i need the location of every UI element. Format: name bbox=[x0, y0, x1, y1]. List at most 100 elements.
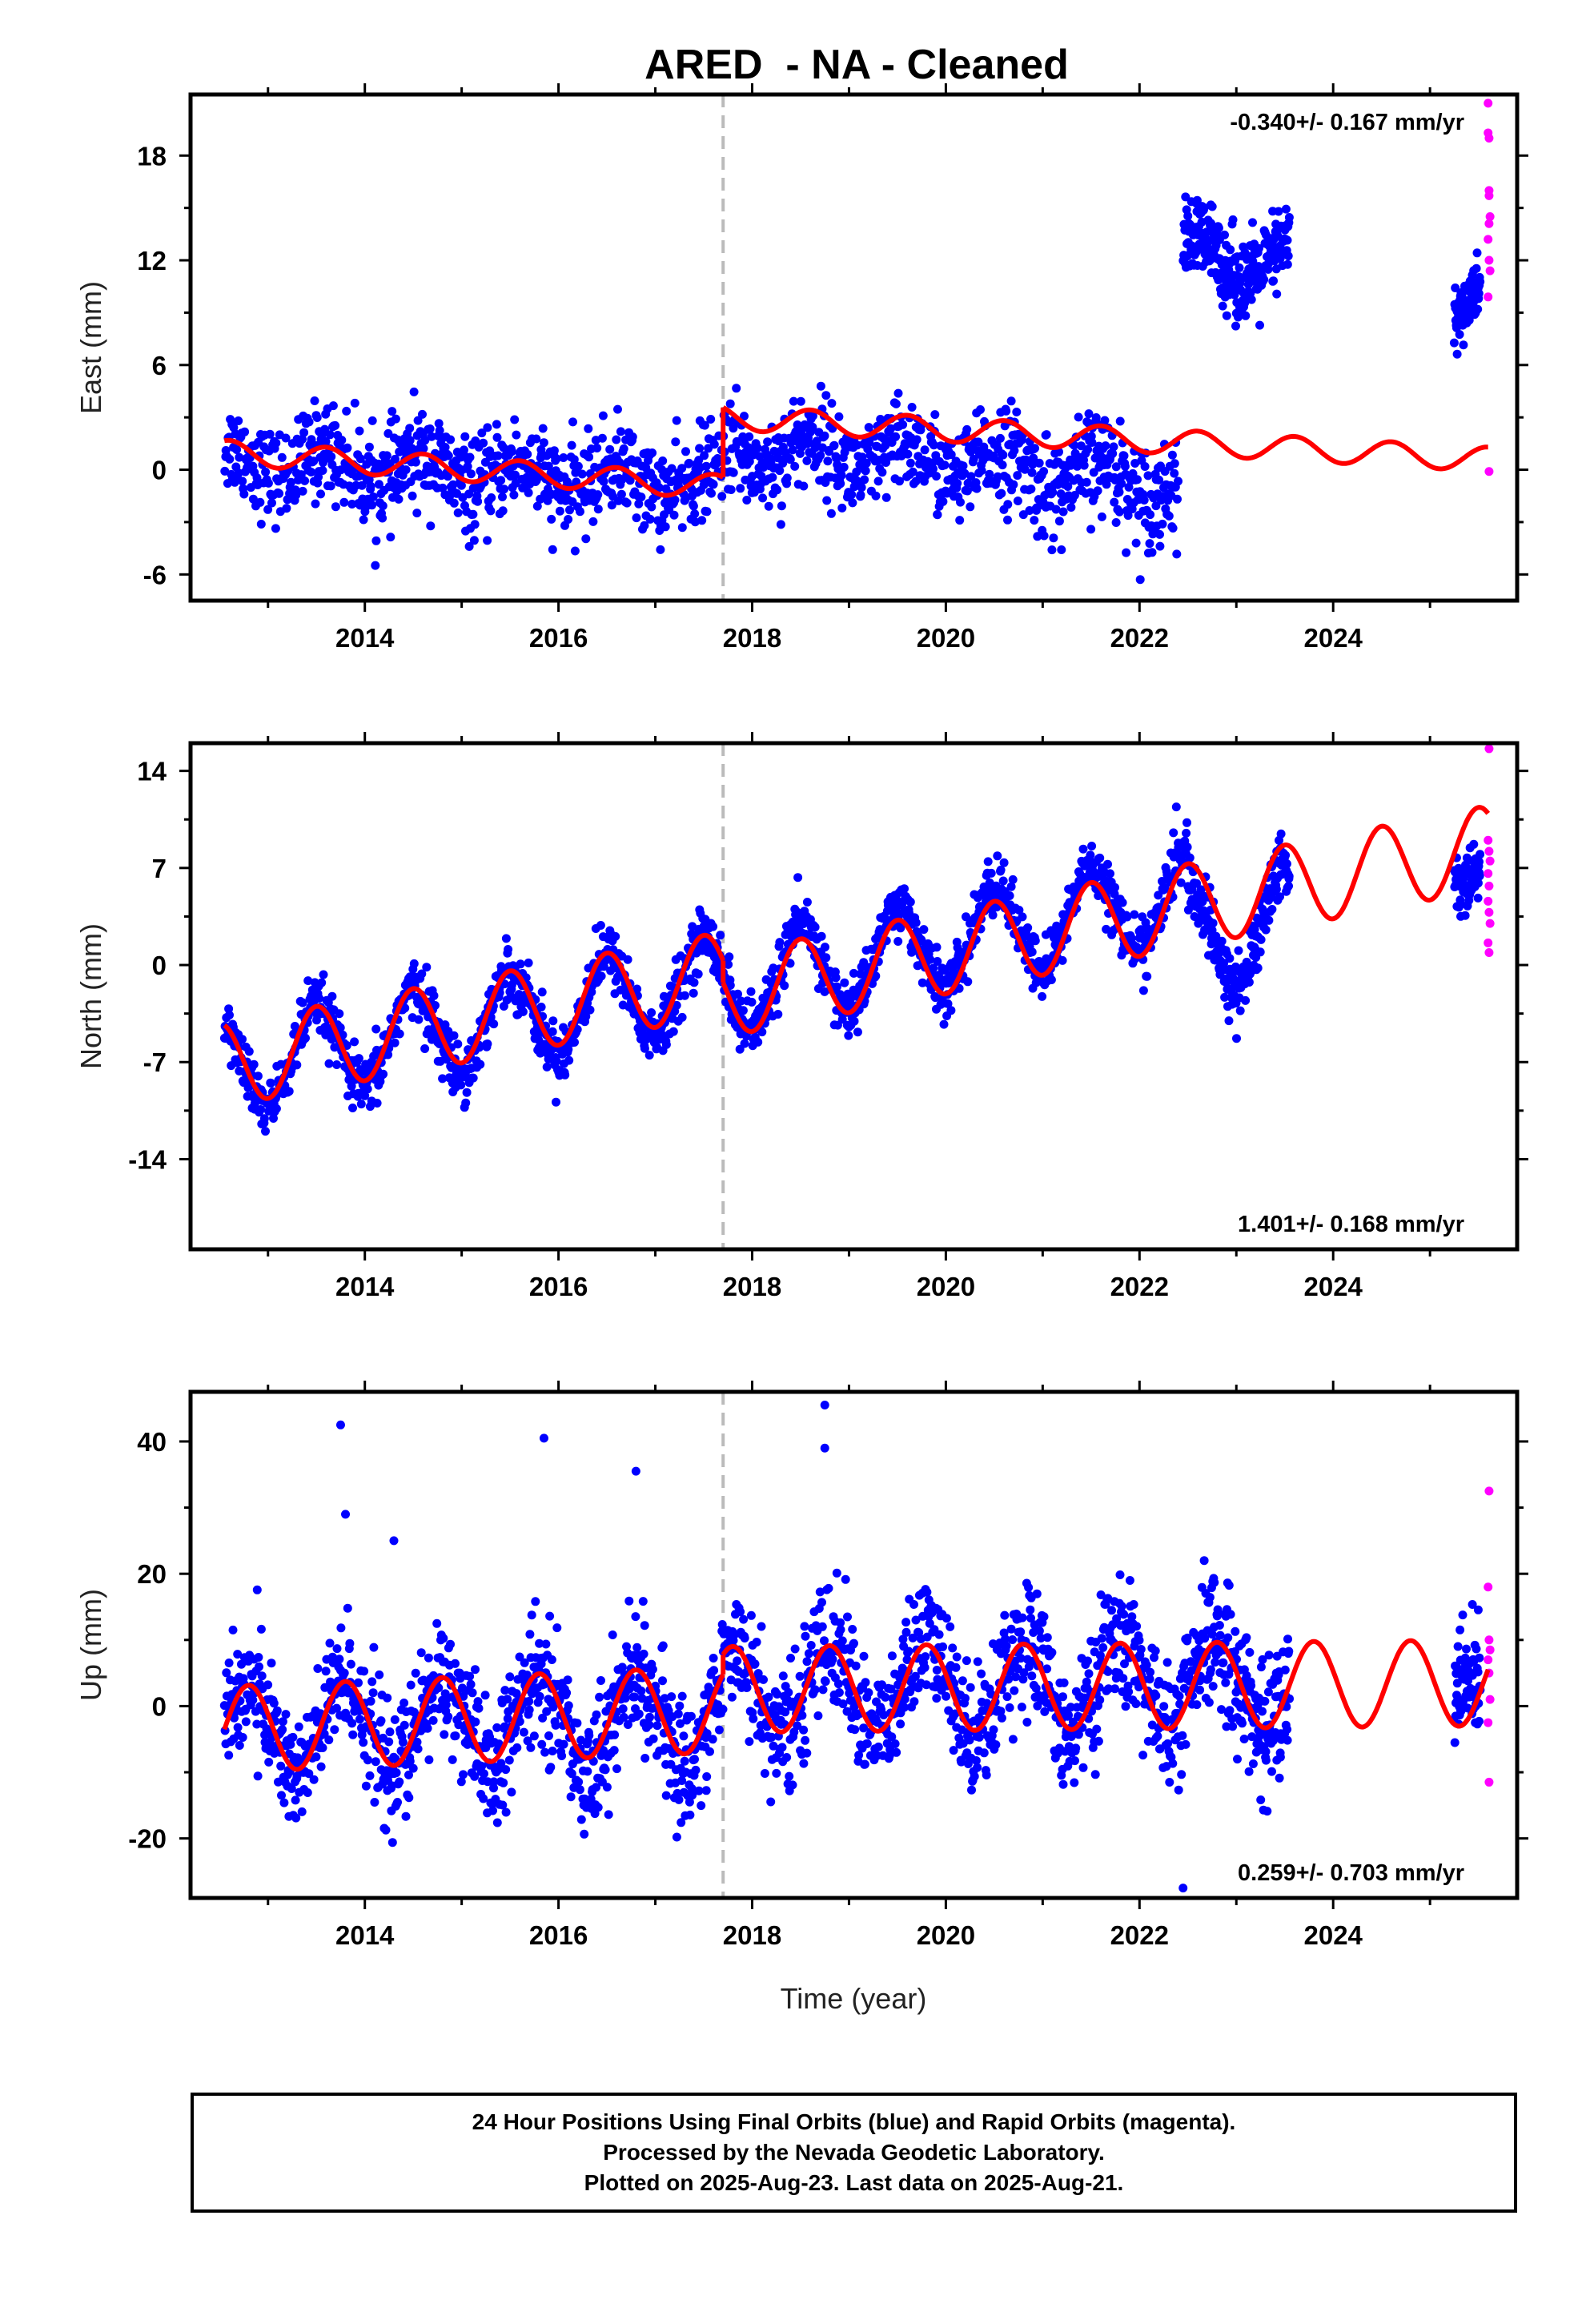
final-point bbox=[634, 1709, 644, 1719]
final-point bbox=[328, 401, 338, 411]
final-point bbox=[512, 1743, 522, 1752]
final-point bbox=[1164, 511, 1174, 521]
model-fit-line bbox=[721, 405, 1490, 472]
final-point bbox=[1256, 935, 1266, 944]
final-point bbox=[1253, 963, 1263, 973]
final-point bbox=[1474, 289, 1484, 298]
rapid-point bbox=[1485, 266, 1495, 275]
final-point bbox=[808, 411, 817, 420]
final-point bbox=[640, 1754, 650, 1763]
final-point bbox=[576, 1815, 586, 1824]
final-point bbox=[367, 416, 377, 425]
plot-area bbox=[219, 743, 1495, 1249]
final-point bbox=[638, 1597, 648, 1606]
rapid-point bbox=[1484, 896, 1493, 906]
final-point bbox=[1094, 891, 1103, 900]
final-point bbox=[336, 1623, 346, 1633]
final-point bbox=[552, 1056, 561, 1066]
final-point bbox=[718, 1704, 728, 1714]
final-point bbox=[593, 1803, 603, 1812]
final-point bbox=[596, 971, 606, 981]
final-point bbox=[677, 464, 687, 473]
final-point bbox=[500, 485, 509, 494]
final-point bbox=[1114, 488, 1124, 497]
final-point bbox=[266, 1079, 275, 1088]
final-point bbox=[861, 466, 870, 476]
final-point bbox=[1131, 538, 1141, 548]
final-point bbox=[1145, 539, 1154, 549]
final-point bbox=[385, 1727, 395, 1737]
final-point bbox=[1009, 480, 1018, 489]
final-point bbox=[598, 411, 608, 420]
final-point bbox=[736, 1607, 745, 1617]
final-point bbox=[414, 1015, 424, 1024]
final-point bbox=[709, 1666, 719, 1675]
final-point bbox=[493, 451, 503, 460]
final-point bbox=[739, 1614, 749, 1624]
final-point bbox=[1272, 289, 1282, 299]
final-point bbox=[1264, 915, 1274, 925]
final-point bbox=[536, 1003, 546, 1011]
final-point bbox=[524, 1697, 534, 1706]
final-point bbox=[350, 1037, 359, 1047]
final-point bbox=[371, 561, 380, 570]
final-point bbox=[468, 1073, 478, 1083]
x-tick-label: 2020 bbox=[917, 1272, 975, 1301]
final-point bbox=[1058, 507, 1068, 517]
final-point bbox=[244, 1047, 254, 1056]
final-point bbox=[881, 493, 891, 502]
final-point bbox=[905, 897, 915, 907]
final-point bbox=[279, 1798, 289, 1807]
final-point bbox=[753, 1037, 763, 1047]
final-point bbox=[647, 1008, 656, 1017]
final-point bbox=[738, 1006, 748, 1015]
final-point bbox=[1449, 338, 1459, 348]
final-point bbox=[1111, 462, 1121, 472]
final-point bbox=[1281, 204, 1291, 214]
final-point bbox=[471, 1717, 480, 1727]
final-point bbox=[680, 1756, 689, 1766]
final-point bbox=[681, 447, 690, 456]
final-point bbox=[363, 1084, 372, 1094]
final-point bbox=[292, 1060, 302, 1070]
final-point bbox=[705, 1747, 714, 1756]
final-point bbox=[307, 435, 316, 444]
final-point bbox=[577, 469, 587, 479]
final-point bbox=[616, 427, 625, 436]
final-point bbox=[1192, 195, 1202, 205]
final-point bbox=[364, 442, 374, 452]
final-point bbox=[544, 461, 553, 471]
final-point bbox=[409, 387, 419, 396]
final-point bbox=[1181, 192, 1191, 202]
final-point bbox=[701, 461, 711, 471]
final-point bbox=[496, 476, 506, 485]
final-point bbox=[300, 476, 310, 485]
y-tick-label: 18 bbox=[137, 141, 167, 171]
final-point bbox=[263, 1680, 273, 1690]
final-point bbox=[408, 491, 417, 501]
final-point bbox=[1014, 906, 1024, 915]
final-point bbox=[516, 959, 525, 969]
final-point bbox=[548, 1016, 558, 1026]
final-point bbox=[234, 416, 243, 425]
final-point bbox=[239, 489, 249, 499]
final-point bbox=[375, 1670, 384, 1679]
final-point bbox=[355, 426, 364, 436]
final-point bbox=[363, 1755, 372, 1765]
final-point bbox=[1047, 545, 1057, 555]
final-point bbox=[690, 509, 700, 519]
final-point bbox=[1155, 529, 1164, 539]
x-tick-label: 2022 bbox=[1110, 623, 1169, 653]
final-point bbox=[256, 520, 266, 529]
final-point bbox=[254, 1653, 263, 1662]
final-point bbox=[518, 1007, 528, 1016]
final-point bbox=[371, 1024, 381, 1034]
final-point bbox=[524, 488, 533, 497]
final-point bbox=[446, 1639, 455, 1649]
rapid-orbit-points bbox=[1484, 99, 1495, 476]
final-point bbox=[962, 912, 970, 922]
final-point bbox=[669, 1027, 678, 1036]
final-point bbox=[929, 440, 938, 450]
final-point bbox=[977, 466, 986, 475]
